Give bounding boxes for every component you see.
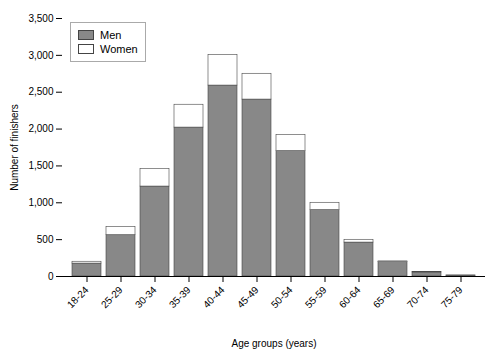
svg-text:1,000: 1,000 [28, 197, 53, 208]
svg-text:65-69: 65-69 [371, 284, 397, 310]
svg-text:50-54: 50-54 [269, 284, 295, 310]
svg-text:3,000: 3,000 [28, 50, 53, 61]
svg-text:55-59: 55-59 [303, 284, 329, 310]
svg-text:60-64: 60-64 [337, 284, 363, 310]
svg-text:75-79: 75-79 [439, 284, 465, 310]
svg-text:70-74: 70-74 [405, 284, 431, 310]
svg-text:Number of finishers: Number of finishers [9, 104, 20, 191]
svg-text:25-29: 25-29 [99, 284, 125, 310]
html-text:Men: Men [100, 29, 122, 41]
svg-text:3,500: 3,500 [28, 13, 53, 24]
svg-text:40-44: 40-44 [201, 284, 227, 310]
html-text:Women: Women [100, 43, 138, 55]
svg-text:Age groups (years): Age groups (years) [231, 338, 316, 349]
svg-text:2,500: 2,500 [28, 86, 53, 97]
svg-text:30-34: 30-34 [133, 284, 159, 310]
svg-text:500: 500 [37, 234, 54, 245]
svg-text:45-49: 45-49 [235, 284, 261, 310]
svg-text:18-24: 18-24 [65, 284, 91, 310]
svg-text:2,000: 2,000 [28, 123, 53, 134]
svg-text:1,500: 1,500 [28, 160, 53, 171]
svg-text:35-39: 35-39 [167, 284, 193, 310]
svg-text:0: 0 [48, 271, 54, 282]
